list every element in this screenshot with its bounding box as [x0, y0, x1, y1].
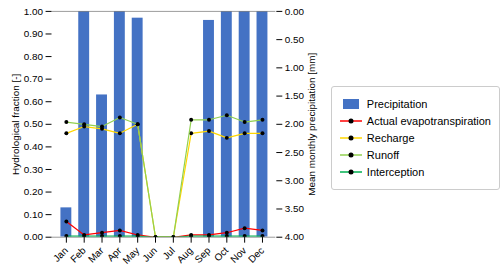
svg-text:0.10: 0.10	[24, 209, 44, 220]
html-text:Actual evapotranspiration: Actual evapotranspiration	[366, 115, 491, 127]
svg-text:May: May	[120, 245, 141, 266]
svg-text:Jun: Jun	[140, 245, 159, 264]
svg-text:0.00: 0.00	[24, 232, 44, 243]
svg-text:Nov: Nov	[228, 245, 248, 265]
svg-text:Dec: Dec	[246, 245, 266, 265]
svg-text:0.00: 0.00	[285, 6, 305, 17]
svg-text:Jan: Jan	[51, 245, 70, 264]
html-text:Recharge: Recharge	[366, 132, 415, 144]
svg-text:Oct: Oct	[212, 245, 231, 264]
svg-text:3.50: 3.50	[285, 203, 305, 214]
svg-text:0.70: 0.70	[24, 74, 44, 85]
svg-text:0.90: 0.90	[24, 28, 44, 39]
html-text:Runoff: Runoff	[366, 149, 400, 161]
html-text:Precipitation: Precipitation	[366, 98, 428, 110]
html-text:Interception: Interception	[366, 166, 425, 178]
svg-text:Feb: Feb	[68, 245, 88, 265]
svg-text:Apr: Apr	[105, 245, 124, 264]
svg-text:Mean monthly precipitation [mm: Mean monthly precipitation [mm]	[306, 53, 317, 196]
svg-text:1.00: 1.00	[285, 62, 305, 73]
svg-text:Jul: Jul	[160, 245, 177, 262]
svg-text:0.60: 0.60	[24, 96, 44, 107]
svg-text:Mar: Mar	[86, 245, 106, 265]
svg-text:3.00: 3.00	[285, 175, 305, 186]
svg-text:0.80: 0.80	[24, 51, 44, 62]
svg-text:1.00: 1.00	[24, 6, 44, 17]
svg-text:2.00: 2.00	[285, 119, 305, 130]
svg-text:0.50: 0.50	[285, 34, 305, 45]
svg-text:1.50: 1.50	[285, 91, 305, 102]
svg-text:Aug: Aug	[175, 245, 195, 265]
svg-text:Hydrological fraction [-]: Hydrological fraction [-]	[10, 74, 21, 175]
svg-text:Sep: Sep	[192, 245, 213, 266]
svg-text:0.40: 0.40	[24, 141, 44, 152]
svg-text:4.00: 4.00	[285, 232, 305, 243]
svg-text:0.50: 0.50	[24, 119, 44, 130]
svg-text:2.50: 2.50	[285, 147, 305, 158]
svg-text:0.20: 0.20	[24, 187, 44, 198]
svg-text:0.30: 0.30	[24, 164, 44, 175]
